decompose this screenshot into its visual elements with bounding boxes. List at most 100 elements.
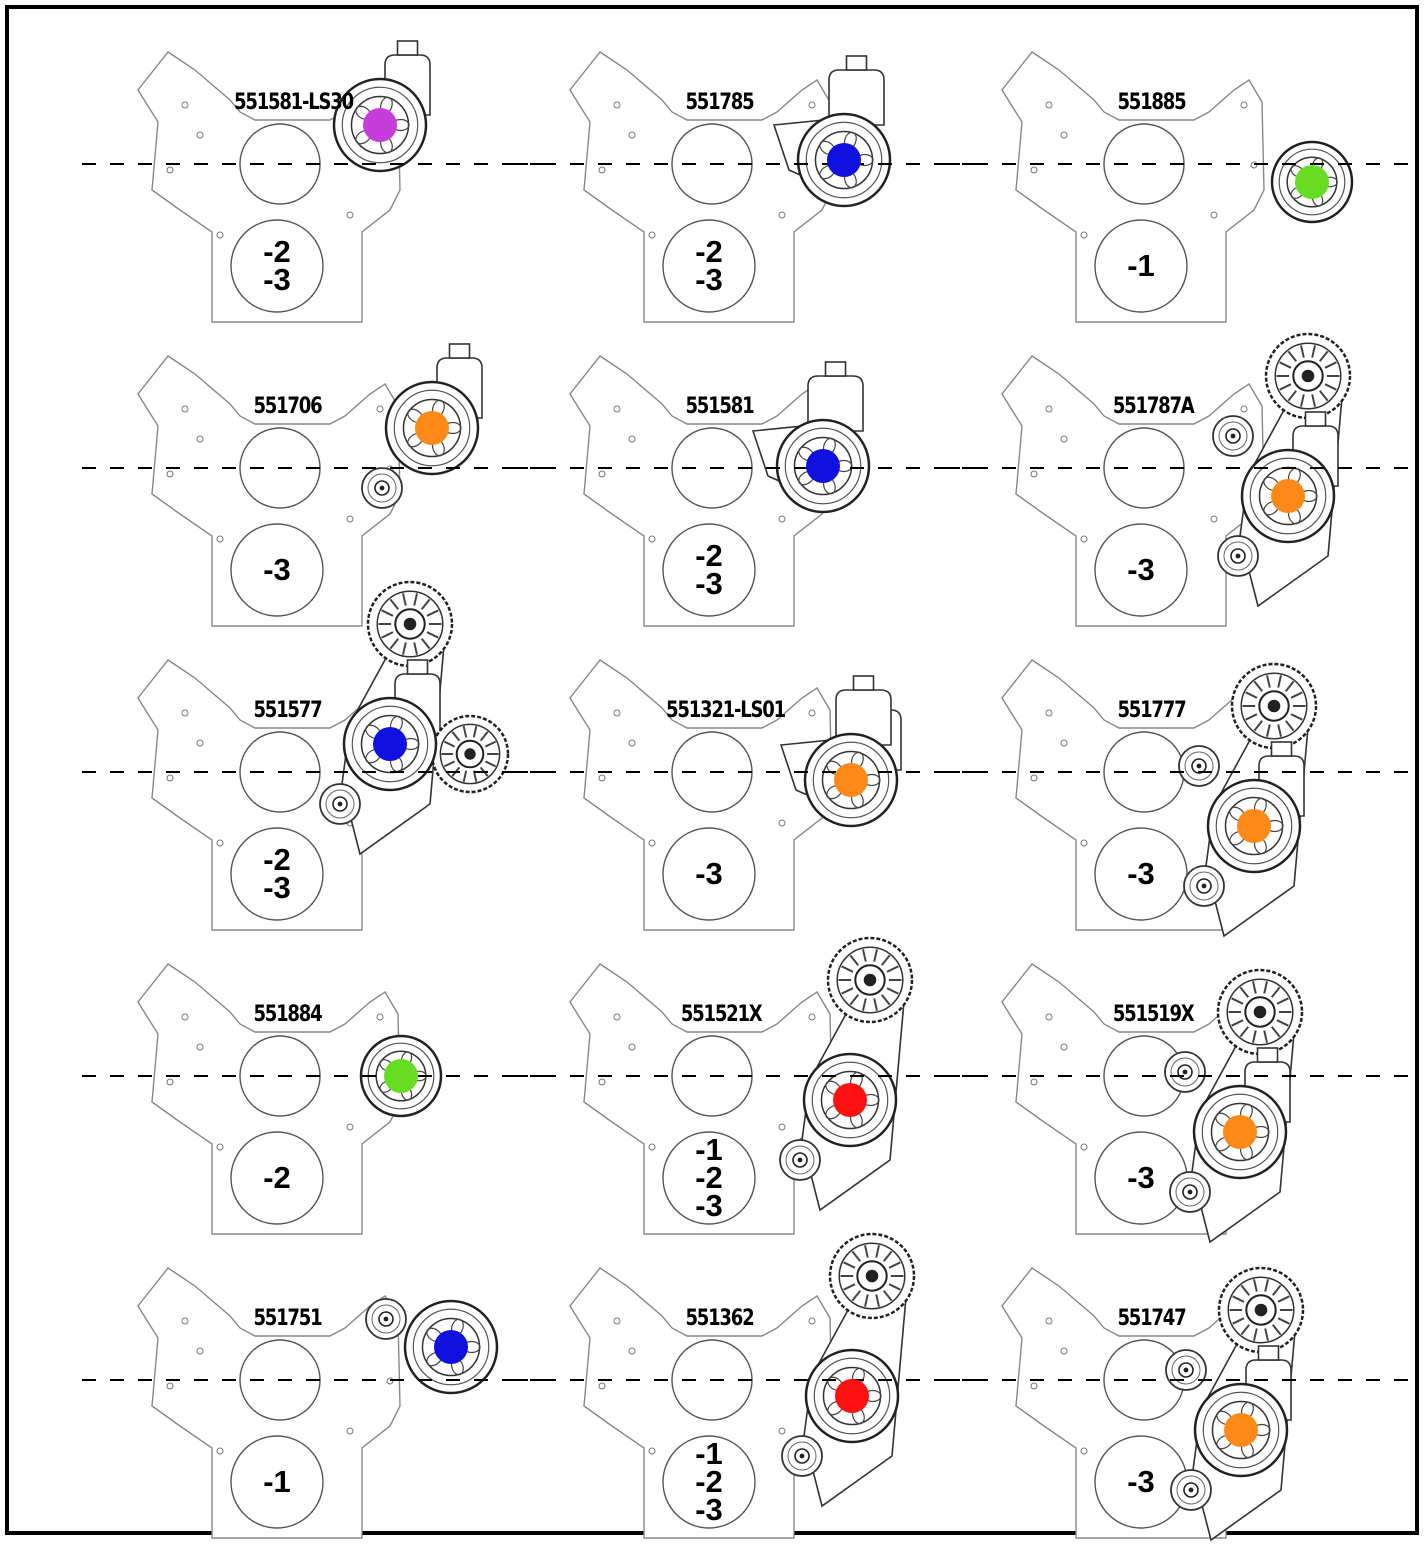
dash-code: -1 <box>263 1464 291 1499</box>
part-number-label: 551321-LS01 <box>665 698 786 723</box>
engine-diagram <box>946 1266 1409 1542</box>
idler-pulley-icon <box>1183 865 1225 907</box>
part-number-label: 551777 <box>1117 698 1186 723</box>
alternator-icon <box>366 580 454 668</box>
engine-diagram <box>514 659 977 931</box>
engine-panel-551577: 551577 -2 -3 <box>80 580 550 952</box>
engine-panel-551777: 551777 -3 <box>944 648 1414 952</box>
pump-position-dot <box>415 411 449 445</box>
idler-pulley-icon <box>1212 415 1254 457</box>
pump-position-dot <box>834 763 868 797</box>
pump-position-dot <box>1271 479 1305 513</box>
engine-panel-551885: 551885 -1 <box>944 40 1414 344</box>
engine-front-outline <box>137 963 401 1235</box>
engine-panel-551581-ls30: 551581-LS30 -2 -3 <box>80 40 550 344</box>
idler-pulley-icon <box>365 1298 407 1340</box>
dash-code-list: -3 <box>669 856 749 891</box>
pump-position-dot <box>827 143 861 177</box>
crank-circle <box>662 1435 756 1529</box>
dash-code: -3 <box>695 1188 723 1223</box>
pump-position-dot <box>1237 809 1271 843</box>
idler-pulley-icon <box>1217 535 1259 577</box>
idler-pulley-icon <box>1165 1349 1207 1391</box>
engine-front-outline <box>137 1267 401 1539</box>
dash-code: -1 <box>695 1436 723 1471</box>
engine-front-outline <box>569 659 833 931</box>
crank-circle <box>662 219 756 313</box>
pump-position-dot <box>384 1059 418 1093</box>
engine-diagram <box>514 1232 977 1539</box>
dash-code-list: -3 <box>237 554 317 585</box>
engine-panel-551706: 551706 -3 <box>80 343 550 648</box>
dash-code: -2 <box>695 234 723 269</box>
engine-front-outline <box>569 51 833 323</box>
crank-circle <box>230 523 324 617</box>
dash-code-list: -1 -2 -3 <box>669 1436 749 1525</box>
part-number-label: 551581-LS30 <box>233 90 354 115</box>
idler-pulley-icon <box>779 1139 821 1181</box>
pump-position-dot <box>434 1330 468 1364</box>
alternator-icon <box>1264 332 1352 420</box>
engine-front-outline <box>1001 355 1265 627</box>
engine-diagram <box>82 963 545 1235</box>
part-number-label: 551577 <box>253 698 322 723</box>
idler-pulley-icon <box>1178 745 1220 787</box>
crank-circle <box>662 827 756 921</box>
engine-diagram <box>946 963 1409 1244</box>
dash-code: -2 <box>263 842 291 877</box>
engine-diagram <box>514 355 977 627</box>
alternator-icon <box>430 714 510 794</box>
engine-diagram <box>82 580 545 931</box>
dash-code: -3 <box>1127 856 1155 891</box>
alternator-icon <box>828 1232 916 1320</box>
engine-panel-551751: 551751 -1 <box>80 1256 550 1560</box>
engine-diagram <box>946 659 1409 938</box>
engine-front-outline <box>569 963 833 1235</box>
part-number-label: 551519X <box>1112 1002 1195 1027</box>
dash-code: -3 <box>1127 1160 1155 1195</box>
dash-code-list: -2 -3 <box>669 234 749 297</box>
reservoir-icon <box>835 675 892 746</box>
pump-position-dot <box>363 108 397 142</box>
dash-code: -1 <box>695 1132 723 1167</box>
part-number-label: 551751 <box>253 1306 322 1331</box>
dash-code: -3 <box>1127 552 1155 587</box>
engine-diagram <box>82 1267 545 1539</box>
part-number-label: 551581 <box>685 394 754 419</box>
engine-diagram <box>946 51 1409 323</box>
engine-diagram <box>82 343 545 627</box>
engine-front-outline <box>569 1267 833 1539</box>
dash-code: -3 <box>695 566 723 601</box>
pump-position-dot <box>1224 1413 1258 1447</box>
engine-front-outline <box>1001 51 1265 323</box>
dash-code: -3 <box>1127 1464 1155 1499</box>
dash-code-list: -3 <box>1101 552 1181 587</box>
idler-pulley-icon <box>1164 1051 1206 1093</box>
dash-code: -3 <box>695 856 723 891</box>
engine-panel-551321-ls01: 551321-LS01 -3 <box>512 648 982 952</box>
dash-code-list: -2 -3 <box>237 842 317 905</box>
reservoir-icon <box>807 361 864 432</box>
dash-code: -3 <box>263 870 291 905</box>
part-number-label: 551885 <box>1117 90 1186 115</box>
crank-circle <box>230 827 324 921</box>
engine-panel-551884: 551884 -2 <box>80 952 550 1256</box>
pump-position-dot <box>835 1379 869 1413</box>
crank-circle <box>230 1131 324 1225</box>
dash-code-list: -3 <box>1101 1464 1181 1499</box>
part-number-label: 551706 <box>253 394 322 419</box>
dash-code: -2 <box>695 538 723 573</box>
dash-code-list: -1 <box>237 1464 317 1499</box>
crank-circle <box>230 219 324 313</box>
idler-pulley-icon <box>361 467 403 509</box>
reservoir-icon <box>828 55 885 126</box>
dash-code: -3 <box>695 262 723 297</box>
idler-pulley-icon <box>1170 1469 1212 1511</box>
dash-code-list: -2 <box>237 1162 317 1193</box>
engine-panel-551787a: 551787A -3 <box>944 332 1414 648</box>
pump-position-dot <box>1295 165 1329 199</box>
dash-code: -1 <box>1127 248 1155 283</box>
part-number-label: 551521X <box>680 1002 763 1027</box>
engine-panel-551362: 551362 -1 -2 -3 <box>512 1232 982 1560</box>
dash-code: -2 <box>695 1464 723 1499</box>
